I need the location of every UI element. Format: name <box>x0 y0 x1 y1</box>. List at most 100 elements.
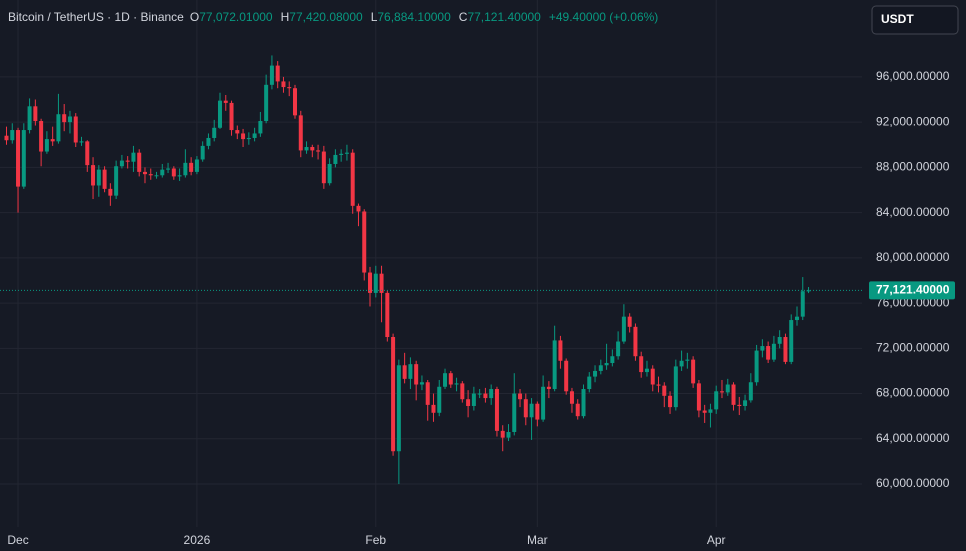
candle-body <box>754 350 759 383</box>
candle-body <box>166 168 171 170</box>
candle-body <box>437 386 442 413</box>
candle-body <box>610 356 615 364</box>
y-tick-label: 64,000.00000 <box>876 431 950 445</box>
candle-body <box>800 291 805 317</box>
header: Bitcoin / TetherUS · 1D · Binance O77,072… <box>8 10 658 24</box>
candle-body <box>702 410 707 413</box>
candle-body <box>794 316 799 321</box>
header-text: 76,884.10000 <box>377 10 451 24</box>
candle-body <box>748 382 753 401</box>
candle-body <box>356 205 361 212</box>
candle-body <box>766 346 771 360</box>
candle-body <box>552 340 557 390</box>
candle-body <box>137 152 142 172</box>
candle-body <box>362 211 367 273</box>
candle-body <box>125 160 130 162</box>
candle-body <box>148 174 153 176</box>
candle-body <box>321 151 326 184</box>
candle-body <box>627 316 632 327</box>
header-text: O <box>190 10 199 24</box>
candle-body <box>33 106 38 122</box>
candle-body <box>108 188 113 196</box>
candle-body <box>431 404 436 413</box>
y-tick-label: 96,000.00000 <box>876 69 950 83</box>
candle-body <box>633 326 638 357</box>
candle-body <box>287 87 292 89</box>
candle-body <box>235 130 240 134</box>
candle-body <box>246 137 251 140</box>
candle-body <box>587 376 592 390</box>
y-tick-label: 72,000.00000 <box>876 340 950 354</box>
candle-body <box>685 359 690 361</box>
candle-body <box>67 116 72 123</box>
candle-body <box>714 391 719 410</box>
candle-body <box>523 399 528 418</box>
candle-body <box>777 337 782 344</box>
candle-body <box>102 169 107 189</box>
candle-body <box>593 370 598 377</box>
candle-body <box>518 393 523 400</box>
last-price-box <box>869 281 955 300</box>
last-price-label: 77,121.40000 <box>876 283 950 297</box>
candle-body <box>656 384 661 386</box>
candle-body <box>50 139 55 142</box>
candle-body <box>119 160 124 167</box>
candle-body <box>644 368 649 373</box>
candle-body <box>402 365 407 379</box>
candle-body <box>200 145 205 160</box>
x-tick-label: Dec <box>7 533 28 547</box>
x-tick-label: Feb <box>365 533 386 547</box>
candle-body <box>310 147 315 151</box>
candle-body <box>241 133 246 140</box>
currency-label[interactable]: USDT <box>881 12 914 26</box>
candle-body <box>662 385 667 396</box>
candle-body <box>737 404 742 406</box>
y-tick-label: 84,000.00000 <box>876 205 950 219</box>
y-tick-label: 60,000.00000 <box>876 476 950 490</box>
candle-body <box>368 272 373 293</box>
header-text: L <box>371 10 378 24</box>
candle-body <box>56 114 61 142</box>
candle-body <box>177 175 182 177</box>
x-tick-label: Apr <box>707 533 726 547</box>
candle-body <box>142 171 147 175</box>
y-tick-label: 68,000.00000 <box>876 386 950 400</box>
candle-body <box>44 139 49 152</box>
candle-body <box>598 365 603 371</box>
candle-body <box>650 368 655 385</box>
candle-body <box>85 141 90 166</box>
candle-body <box>304 147 309 151</box>
candle-body <box>91 165 96 186</box>
candle-body <box>258 121 263 134</box>
candle-body <box>673 366 678 408</box>
candle-body <box>379 273 384 293</box>
candle-body <box>194 159 199 172</box>
candle-body <box>316 150 321 152</box>
x-tick-label: Mar <box>527 533 548 547</box>
candle-body <box>4 135 9 141</box>
candle-body <box>114 166 119 196</box>
candle-body <box>725 384 730 393</box>
candle-body <box>62 114 67 123</box>
candle-body <box>269 65 274 85</box>
candle-body <box>96 169 101 186</box>
candle-body <box>783 337 788 362</box>
candle-body <box>448 373 453 385</box>
candle-body <box>466 399 471 406</box>
candle-body <box>39 121 44 152</box>
candle-body <box>575 403 580 417</box>
candle-body <box>206 137 211 146</box>
candle-body <box>154 175 159 177</box>
candle-body <box>454 383 459 385</box>
y-tick-label: 92,000.00000 <box>876 114 950 128</box>
y-tick-label: 80,000.00000 <box>876 250 950 264</box>
candle-body <box>396 365 401 452</box>
candle-body <box>160 169 165 176</box>
currency-button[interactable] <box>871 5 959 35</box>
candle-body <box>443 373 448 387</box>
overlay: 60,000.00000 64,000.00000 68,000.00000 72,0… <box>0 69 955 547</box>
header-text: 77,072.01000 <box>199 10 273 24</box>
candle-body <box>691 359 696 384</box>
candle-body <box>506 432 511 438</box>
